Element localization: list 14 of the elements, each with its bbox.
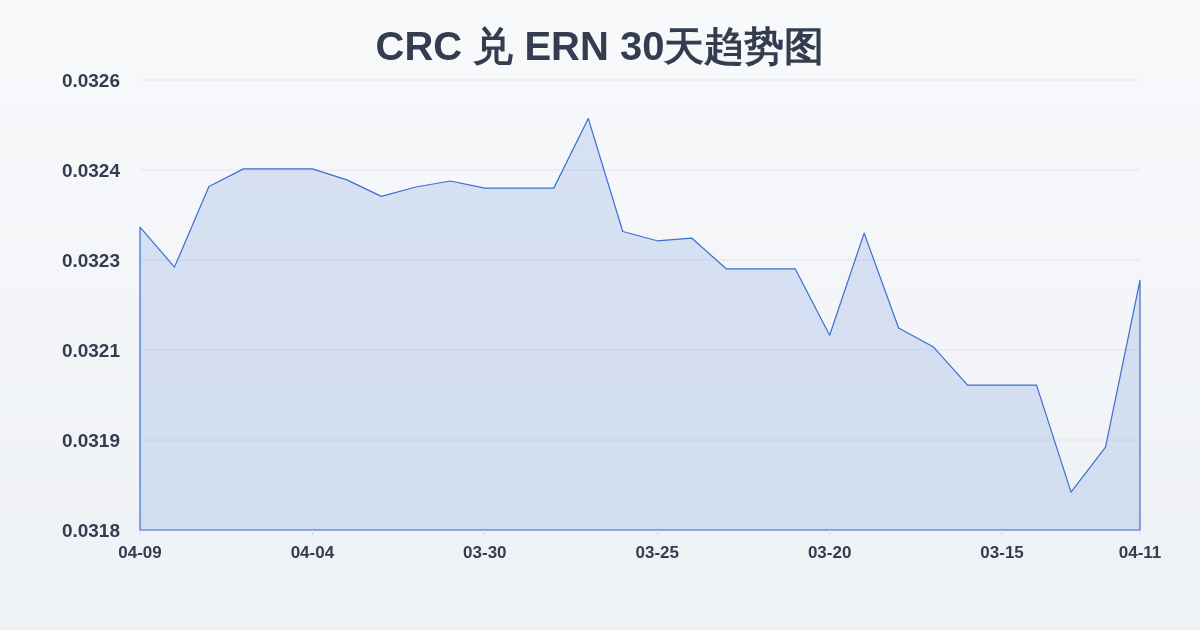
x-tick-label: 04-09 xyxy=(118,543,162,562)
y-tick-label: 0.0319 xyxy=(61,429,120,451)
x-tick-label: 03-15 xyxy=(980,543,1024,562)
y-tick-label: 0.0321 xyxy=(61,339,121,361)
y-tick-label: 0.0324 xyxy=(61,159,121,181)
x-tick-label: 04-04 xyxy=(290,543,335,562)
x-tick-label: 03-20 xyxy=(807,543,852,562)
y-tick-label: 0.0326 xyxy=(61,69,120,91)
chart-title: CRC 兑 ERN 30天趋势图 xyxy=(375,24,825,68)
y-tick-label: 0.0318 xyxy=(61,519,120,541)
x-tick-label: 04-11 xyxy=(1118,543,1162,562)
y-tick-label: 0.0323 xyxy=(61,249,120,271)
x-tick-label: 03-25 xyxy=(635,543,679,562)
x-tick-label: 03-30 xyxy=(463,543,507,562)
